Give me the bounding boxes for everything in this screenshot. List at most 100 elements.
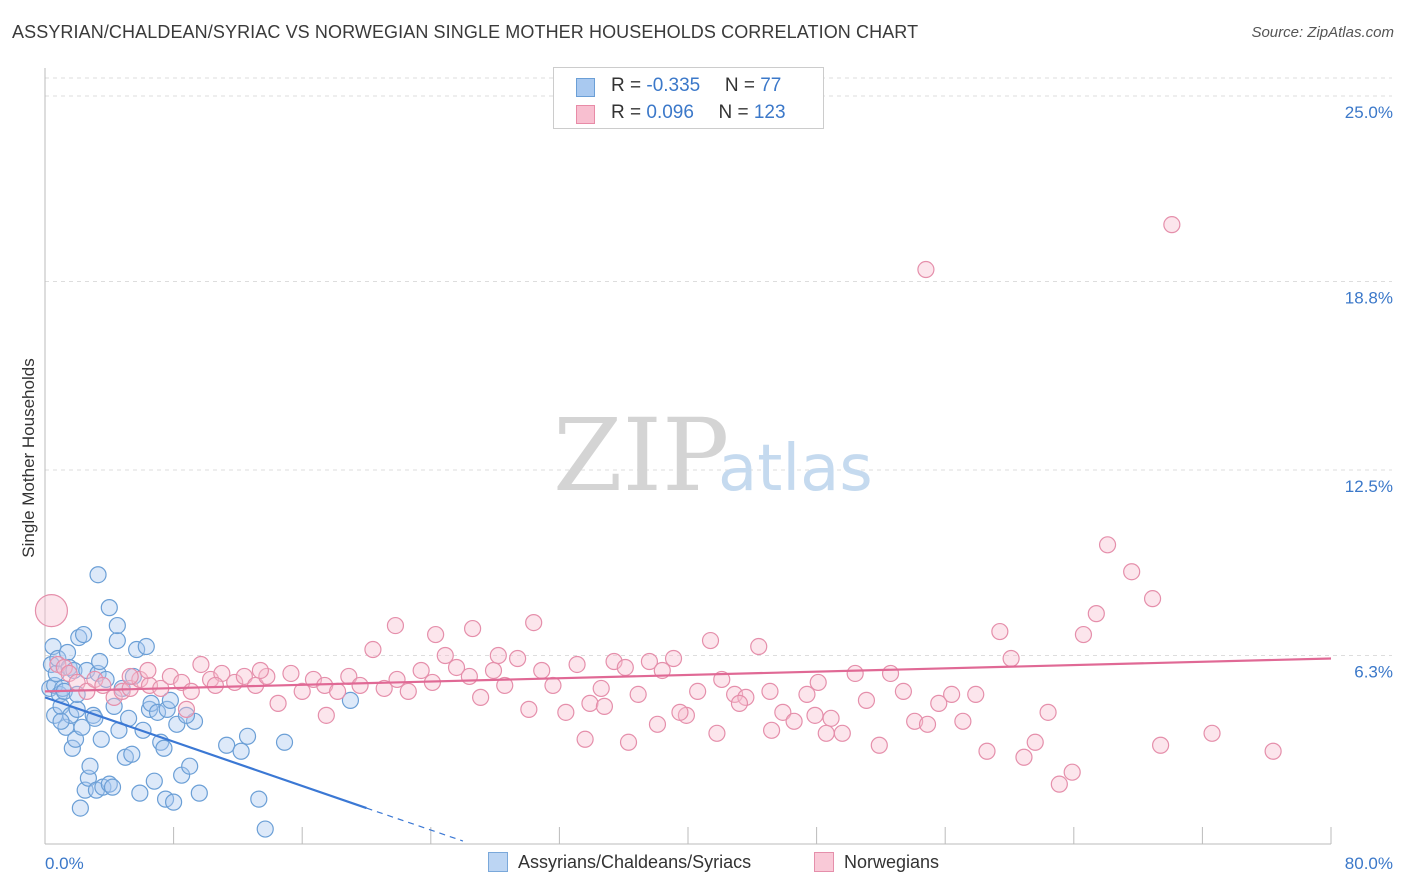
point-norwegians — [1026, 733, 1044, 751]
point-norwegians — [991, 622, 1009, 641]
point-norwegians — [785, 712, 803, 730]
point-norwegians — [192, 655, 210, 674]
point-norwegians — [701, 631, 720, 650]
point-norwegians — [595, 697, 614, 715]
point-assyrians — [42, 655, 61, 674]
point-assyrians — [161, 691, 179, 709]
point-norwegians — [1002, 649, 1020, 668]
trend-line-assyrians-extension — [366, 807, 464, 842]
point-assyrians — [60, 658, 78, 677]
point-assyrians — [105, 697, 123, 715]
point-norwegians — [917, 260, 935, 279]
legend-n-label: N = — [718, 102, 754, 123]
point-assyrians — [100, 599, 118, 617]
point-norwegians — [206, 676, 224, 695]
point-assyrians — [238, 727, 257, 745]
point-norwegians — [576, 730, 594, 748]
point-norwegians — [412, 661, 430, 680]
point-norwegians — [1203, 724, 1221, 742]
legend-r-label: R = — [611, 102, 647, 123]
watermark-zip: ZIP — [553, 397, 729, 514]
point-norwegians — [235, 667, 253, 686]
point-assyrians — [103, 778, 122, 796]
point-norwegians — [1087, 605, 1105, 623]
legend-swatch-norwegians — [576, 105, 595, 124]
trend-lines — [44, 657, 1332, 842]
point-norwegians — [846, 664, 864, 683]
point-norwegians — [1163, 216, 1181, 234]
point-assyrians — [250, 790, 268, 808]
point-norwegians — [121, 667, 139, 686]
point-assyrians — [190, 784, 208, 802]
point-assyrians — [71, 799, 89, 817]
legend-n-value: 123 — [753, 102, 786, 123]
point-norwegians — [809, 673, 827, 692]
legend-n-value: 77 — [760, 75, 782, 96]
point-norwegians — [894, 682, 913, 701]
point-norwegians — [177, 700, 196, 718]
point-norwegians — [568, 655, 586, 674]
y-tick-label: 18.8% — [1345, 289, 1393, 308]
point-norwegians — [1264, 742, 1282, 760]
correlation-legend: R = -0.335 N = 77 R = 0.096 N = 123 — [553, 67, 824, 129]
point-assyrians — [81, 757, 99, 775]
gridlines — [45, 77, 1392, 657]
bottom-legend-label: Assyrians/Chaldeans/Syriacs — [518, 852, 752, 872]
legend-r-label: R = — [611, 75, 647, 96]
point-norwegians — [1098, 536, 1117, 554]
point-assyrians — [275, 733, 294, 751]
point-norwegians — [629, 685, 647, 704]
point-assyrians — [128, 640, 146, 659]
point-norwegians — [525, 613, 543, 632]
point-assyrians — [91, 652, 109, 671]
point-norwegians — [713, 670, 731, 689]
legend-n-label: N = — [724, 75, 761, 96]
point-assyrians — [142, 694, 160, 712]
bottom-legend-label: Norwegians — [844, 852, 940, 872]
point-assyrians — [256, 820, 274, 838]
point-norwegians — [1063, 763, 1081, 781]
point-norwegians — [489, 646, 507, 665]
point-norwegians — [870, 736, 888, 754]
point-norwegians — [251, 661, 270, 680]
point-assyrians — [145, 772, 163, 790]
point-norwegians — [798, 685, 816, 704]
point-norwegians — [954, 712, 972, 730]
point-assyrians — [63, 739, 81, 757]
point-norwegians — [906, 712, 924, 730]
point-norwegians — [269, 694, 287, 712]
point-assyrians — [100, 775, 118, 793]
point-norwegians — [978, 742, 996, 760]
point-assyrians — [54, 679, 72, 698]
point-norwegians — [664, 649, 683, 668]
point-norwegians — [918, 715, 937, 733]
point-norwegians — [1074, 625, 1093, 644]
data-points — [34, 216, 1282, 838]
point-norwegians — [881, 664, 900, 683]
bottom-legend-swatch-norwegians — [814, 852, 834, 872]
point-norwegians — [364, 640, 382, 659]
point-norwegians — [762, 721, 781, 739]
point-norwegians — [930, 694, 948, 712]
point-norwegians — [282, 664, 300, 683]
point-assyrians — [84, 706, 102, 724]
point-assyrians — [89, 566, 107, 584]
point-norwegians — [484, 661, 503, 680]
point-norwegians — [619, 733, 638, 751]
point-assyrians — [341, 691, 360, 709]
point-norwegians — [671, 703, 689, 721]
point-norwegians — [544, 676, 562, 695]
source-label: Source: ZipAtlas.com — [1251, 24, 1394, 41]
point-norwegians — [1039, 703, 1057, 721]
point-norwegians — [750, 637, 768, 656]
point-norwegians — [817, 724, 835, 742]
bottom-legend-assyrians: Assyrians/Chaldeans/Syriacs — [488, 852, 751, 873]
point-assyrians — [148, 703, 167, 721]
point-norwegians — [1050, 775, 1068, 793]
point-norwegians — [616, 658, 634, 677]
trend-line-norwegians — [44, 657, 1332, 693]
point-norwegians — [34, 594, 69, 628]
point-assyrians — [158, 700, 176, 718]
point-norwegians — [943, 685, 961, 704]
point-norwegians — [640, 652, 659, 671]
